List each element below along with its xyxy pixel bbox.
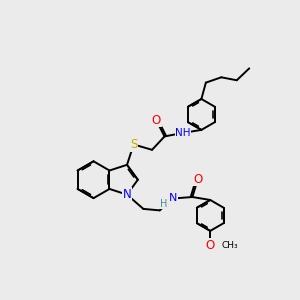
Text: H: H xyxy=(160,199,168,209)
Text: O: O xyxy=(152,114,161,127)
Text: CH₃: CH₃ xyxy=(221,241,238,250)
Text: S: S xyxy=(130,138,137,151)
Text: O: O xyxy=(193,173,203,186)
Text: N: N xyxy=(123,188,131,201)
Text: NH: NH xyxy=(175,128,191,138)
Text: N: N xyxy=(169,194,177,203)
Text: O: O xyxy=(206,239,215,252)
